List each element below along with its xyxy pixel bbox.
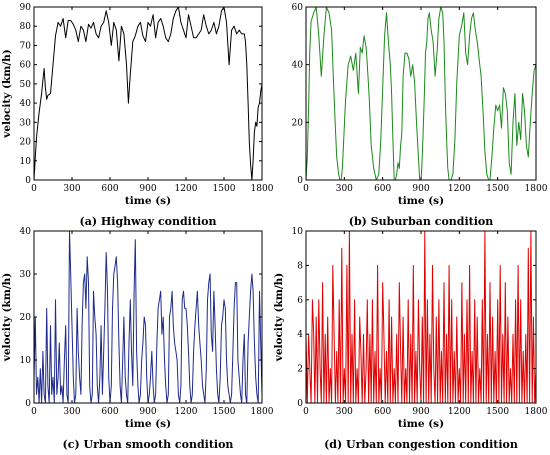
y-tick-label: 40 bbox=[20, 227, 32, 237]
x-tick-label: 1500 bbox=[213, 184, 236, 194]
x-tick-label: 300 bbox=[336, 184, 353, 194]
y-tick-label: 2 bbox=[297, 365, 303, 375]
x-tick-label: 900 bbox=[139, 184, 156, 194]
plot-frame bbox=[305, 6, 537, 181]
x-tick-label: 300 bbox=[336, 407, 353, 417]
x-tick-label: 0 bbox=[31, 184, 37, 194]
x-tick-label: 600 bbox=[374, 407, 391, 417]
y-tick-label: 10 bbox=[20, 356, 32, 366]
panel-caption: (d) Urban congestion condition bbox=[324, 438, 518, 451]
x-axis-label: time (s) bbox=[398, 418, 444, 430]
series-line bbox=[305, 230, 537, 404]
x-tick-label: 1200 bbox=[175, 184, 198, 194]
x-tick-label: 1800 bbox=[251, 407, 274, 417]
x-axis-label: time (s) bbox=[125, 195, 171, 207]
y-tick-label: 40 bbox=[292, 61, 304, 71]
y-tick-label: 0 bbox=[25, 176, 31, 186]
series-line bbox=[33, 230, 263, 404]
x-tick-label: 1200 bbox=[448, 407, 471, 417]
y-tick-label: 0 bbox=[297, 176, 303, 186]
chart-panel-2: 0 300 600 900 1200 1500 1800 0 20 40 60 time (s) (b)… bbox=[292, 3, 548, 228]
plot-frame bbox=[33, 6, 263, 181]
x-tick-label: 300 bbox=[63, 407, 80, 417]
x-tick-label: 600 bbox=[101, 184, 118, 194]
y-tick-label: 0 bbox=[297, 399, 303, 409]
panel-caption: (c) Urban smooth condition bbox=[63, 438, 234, 451]
series-line bbox=[33, 6, 263, 181]
y-tick-label: 20 bbox=[292, 118, 304, 128]
panel-caption: (a) Highway condition bbox=[80, 215, 217, 228]
x-tick-label: 1800 bbox=[251, 184, 274, 194]
y-tick-label: 40 bbox=[20, 99, 32, 109]
x-axis-label: time (s) bbox=[125, 418, 171, 430]
y-axis-label: velocity (km/h) bbox=[1, 49, 13, 139]
x-tick-label: 1800 bbox=[525, 184, 548, 194]
y-tick-label: 4 bbox=[297, 330, 303, 340]
x-tick-label: 300 bbox=[63, 184, 80, 194]
x-tick-label: 1500 bbox=[486, 184, 509, 194]
y-tick-label: 70 bbox=[20, 41, 32, 51]
y-tick-label: 10 bbox=[292, 227, 304, 237]
y-tick-label: 10 bbox=[20, 157, 32, 167]
y-tick-label: 30 bbox=[20, 118, 32, 128]
x-tick-label: 1500 bbox=[213, 407, 236, 417]
y-tick-label: 0 bbox=[25, 399, 31, 409]
y-tick-label: 20 bbox=[20, 138, 32, 148]
x-tick-label: 600 bbox=[374, 184, 391, 194]
x-tick-label: 1200 bbox=[448, 184, 471, 194]
y-tick-label: 30 bbox=[20, 270, 32, 280]
chart-panel-3: 0 300 600 900 1200 1500 1800 0 10 20 30 40 time (s) v… bbox=[1, 227, 274, 451]
x-tick-label: 900 bbox=[412, 184, 429, 194]
x-axis-label: time (s) bbox=[398, 195, 444, 207]
x-tick-label: 1200 bbox=[175, 407, 198, 417]
y-tick-label: 80 bbox=[20, 22, 32, 32]
chart-panel-4: 0 300 600 900 1200 1500 1800 0 2 4 6 8 10 time (s) vel… bbox=[273, 227, 548, 451]
y-axis-label: velocity (km/h) bbox=[273, 273, 285, 363]
panel-caption: (b) Suburban condition bbox=[349, 215, 494, 228]
series-line bbox=[305, 6, 537, 181]
x-tick-label: 0 bbox=[31, 407, 37, 417]
y-tick-label: 6 bbox=[297, 296, 303, 306]
y-tick-label: 90 bbox=[20, 3, 32, 13]
x-tick-label: 900 bbox=[412, 407, 429, 417]
x-tick-label: 0 bbox=[303, 184, 309, 194]
chart-panel-1: 0 300 600 900 1200 1500 1800 0 10 20 30 40 50 60 70 80 9… bbox=[1, 3, 274, 228]
y-tick-label: 60 bbox=[20, 61, 32, 71]
y-axis-label: velocity (km/h) bbox=[1, 273, 13, 363]
x-tick-label: 900 bbox=[139, 407, 156, 417]
x-tick-label: 0 bbox=[303, 407, 309, 417]
y-tick-label: 60 bbox=[292, 3, 304, 13]
y-tick-label: 8 bbox=[297, 261, 303, 271]
x-tick-label: 600 bbox=[101, 407, 118, 417]
x-tick-label: 1500 bbox=[486, 407, 509, 417]
y-tick-label: 20 bbox=[20, 313, 32, 323]
x-tick-label: 1800 bbox=[525, 407, 548, 417]
y-tick-label: 50 bbox=[20, 80, 32, 90]
